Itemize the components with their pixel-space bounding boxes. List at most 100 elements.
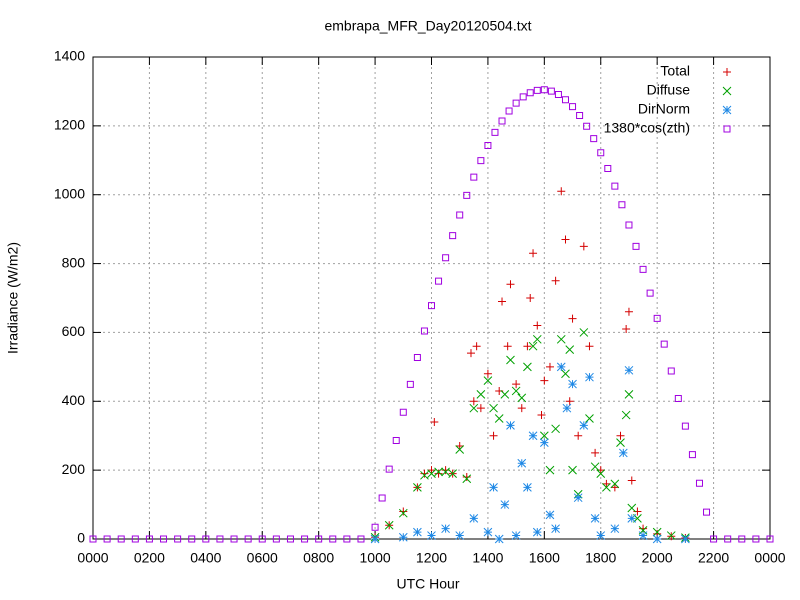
data-point bbox=[554, 91, 562, 99]
data-point bbox=[533, 86, 541, 94]
data-point bbox=[596, 531, 606, 540]
data-point bbox=[483, 369, 492, 378]
data-point bbox=[602, 479, 611, 488]
data-point bbox=[528, 341, 538, 351]
data-point bbox=[392, 437, 400, 445]
data-point bbox=[576, 112, 584, 120]
x-tick-label: 0400 bbox=[190, 550, 221, 566]
data-point bbox=[301, 535, 309, 543]
data-point bbox=[681, 534, 690, 544]
data-point bbox=[434, 467, 443, 477]
legend-marker bbox=[723, 68, 731, 76]
data-point bbox=[456, 211, 464, 219]
data-point bbox=[611, 182, 619, 190]
legend-label: DirNorm bbox=[638, 101, 690, 117]
data-point bbox=[533, 321, 542, 330]
data-point bbox=[469, 513, 479, 523]
data-point bbox=[413, 354, 421, 362]
data-point bbox=[540, 86, 548, 94]
data-point bbox=[639, 524, 648, 533]
data-point bbox=[526, 89, 534, 97]
data-point bbox=[540, 376, 549, 385]
data-point bbox=[145, 535, 153, 543]
data-point bbox=[639, 265, 647, 273]
data-point bbox=[591, 448, 600, 457]
data-point bbox=[427, 531, 436, 540]
data-point bbox=[590, 135, 598, 143]
data-point bbox=[343, 535, 351, 543]
data-point bbox=[539, 431, 549, 441]
legend-label: Diffuse bbox=[647, 82, 691, 98]
data-point bbox=[469, 403, 479, 413]
data-point bbox=[621, 410, 631, 420]
chart-title: embrapa_MFR_Day20120504.txt bbox=[324, 18, 531, 34]
data-point bbox=[579, 328, 589, 337]
data-point bbox=[545, 510, 555, 520]
data-point bbox=[624, 307, 633, 316]
data-point bbox=[660, 340, 668, 348]
data-point bbox=[523, 342, 532, 351]
data-point bbox=[585, 414, 594, 423]
data-point bbox=[551, 524, 560, 534]
data-point bbox=[512, 99, 520, 107]
x-axis-label: UTC Hour bbox=[396, 576, 459, 592]
data-point bbox=[398, 532, 408, 542]
data-point bbox=[517, 404, 526, 413]
data-point bbox=[517, 458, 527, 468]
x-tick-label: 0200 bbox=[134, 550, 165, 566]
data-point bbox=[483, 527, 493, 537]
x-tick-label: 1000 bbox=[360, 550, 391, 566]
x-tick-label: 1200 bbox=[416, 550, 447, 566]
data-point bbox=[384, 520, 394, 530]
data-point bbox=[466, 349, 475, 358]
data-point bbox=[666, 531, 676, 540]
y-tick-label: 0 bbox=[77, 530, 85, 546]
data-point bbox=[583, 122, 591, 130]
data-point bbox=[618, 448, 628, 458]
data-point bbox=[427, 469, 436, 478]
data-point bbox=[568, 379, 577, 389]
data-point bbox=[406, 380, 414, 388]
data-point bbox=[519, 93, 527, 101]
data-point bbox=[420, 469, 429, 478]
data-point bbox=[556, 362, 566, 372]
data-point bbox=[585, 372, 594, 382]
data-point bbox=[539, 438, 549, 447]
data-point bbox=[455, 531, 465, 540]
data-point bbox=[703, 508, 711, 516]
data-point bbox=[511, 531, 521, 540]
data-point bbox=[258, 535, 266, 543]
data-point bbox=[472, 342, 481, 351]
data-point bbox=[398, 508, 408, 518]
data-point bbox=[551, 424, 560, 434]
data-point bbox=[399, 408, 407, 416]
data-point bbox=[494, 414, 504, 423]
data-point bbox=[610, 479, 620, 489]
data-point bbox=[565, 345, 575, 354]
y-tick-label: 400 bbox=[62, 392, 86, 408]
data-point bbox=[370, 534, 380, 544]
data-point bbox=[646, 289, 654, 297]
data-point bbox=[462, 473, 471, 482]
data-point bbox=[188, 535, 196, 543]
data-point bbox=[103, 535, 111, 543]
data-point bbox=[89, 535, 97, 543]
data-point bbox=[766, 535, 774, 543]
data-point bbox=[399, 507, 408, 516]
data-point bbox=[568, 314, 577, 323]
data-point bbox=[484, 141, 492, 149]
data-point bbox=[624, 365, 634, 375]
data-point bbox=[511, 386, 521, 396]
x-tick-label: 2200 bbox=[698, 550, 729, 566]
data-point bbox=[622, 324, 631, 333]
data-point bbox=[618, 201, 626, 209]
x-tick-label: 0800 bbox=[303, 550, 334, 566]
x-tick-label: 1800 bbox=[585, 550, 616, 566]
data-point bbox=[489, 483, 498, 492]
data-point bbox=[117, 535, 125, 543]
data-point bbox=[551, 276, 560, 285]
data-point bbox=[489, 431, 498, 440]
data-point bbox=[596, 469, 606, 478]
data-point bbox=[286, 535, 294, 543]
